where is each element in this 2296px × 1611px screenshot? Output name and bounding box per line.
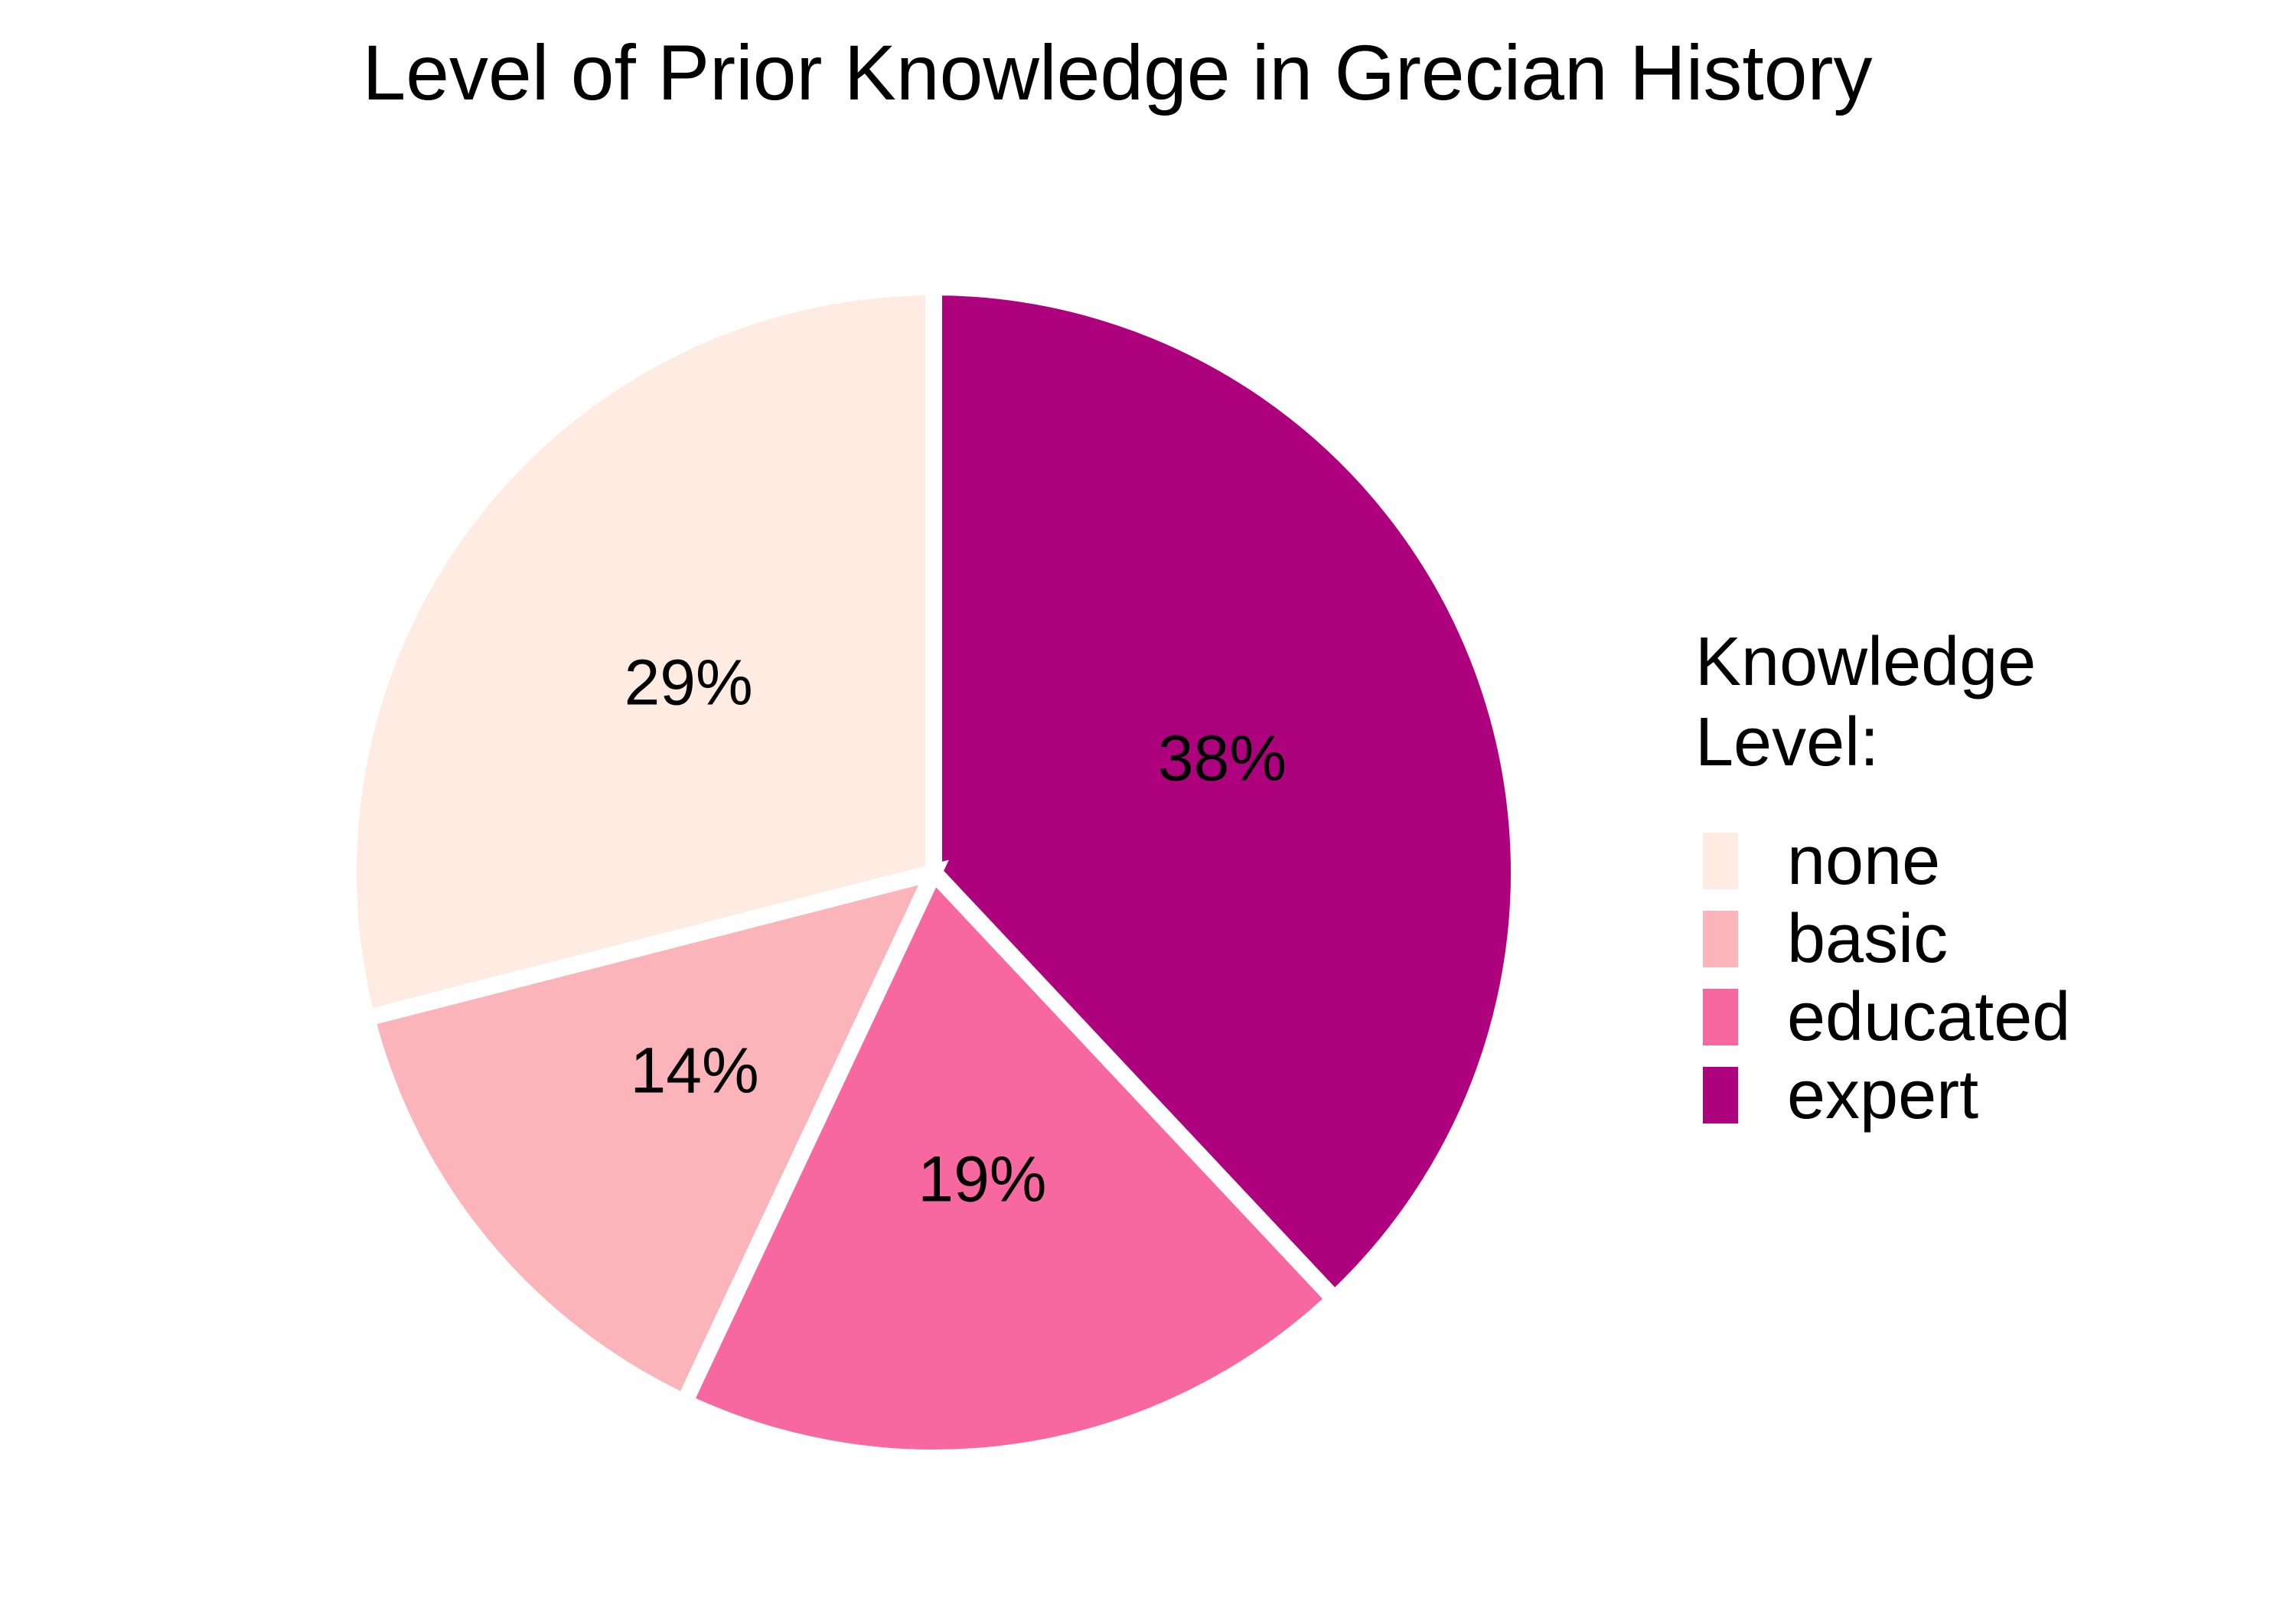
slice-label-educated: 19% (918, 1143, 1046, 1215)
chart-title: Level of Prior Knowledge in Grecian Hist… (363, 29, 1873, 116)
legend-label-expert: expert (1787, 1057, 1978, 1133)
pie-slice-expert (925, 278, 1528, 1312)
legend-label-educated: educated (1787, 979, 2070, 1055)
legend-key-basic (1703, 911, 1738, 967)
legend-key-none (1703, 833, 1738, 889)
pie-slices (340, 278, 1528, 1466)
slice-label-basic: 14% (631, 1034, 759, 1106)
pie-slice-educated (673, 857, 1347, 1466)
legend-key-educated (1703, 989, 1738, 1045)
legend-label-none: none (1787, 823, 1940, 899)
pie-slice-basic (356, 859, 949, 1414)
legend-title: Knowledge Level: (1695, 624, 2055, 781)
slice-label-expert: 38% (1158, 722, 1287, 794)
pie-slice-labels: 38% 19% 14% 29% (625, 646, 1287, 1215)
pie-slice-none (340, 278, 942, 1029)
legend-key-expert (1703, 1067, 1738, 1123)
legend-label-basic: basic (1787, 901, 1948, 977)
legend-title-line-1: Knowledge (1695, 624, 2036, 700)
legend-title-line-2: Level: (1695, 704, 1879, 781)
slice-label-none: 29% (625, 646, 753, 718)
